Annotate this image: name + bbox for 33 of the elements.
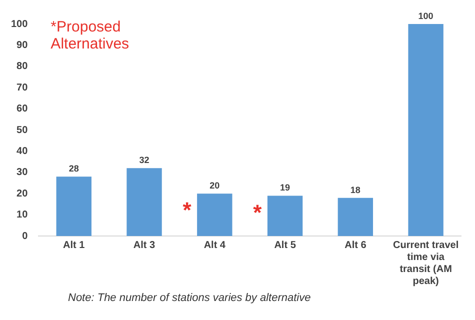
data-label: 18 xyxy=(350,184,360,195)
annotation: * xyxy=(182,198,192,223)
bar xyxy=(56,176,92,236)
data-label: 28 xyxy=(68,164,79,174)
bar xyxy=(126,168,162,236)
y-tick-label: 10 xyxy=(16,210,28,221)
data-label: 32 xyxy=(139,155,150,166)
data-label: 19 xyxy=(280,182,290,193)
x-tick-label: Alt 5 xyxy=(274,240,296,251)
y-tick-label: 70 xyxy=(16,82,28,94)
bar xyxy=(338,198,374,236)
y-tick-label: 0 xyxy=(22,230,28,242)
bar xyxy=(197,194,232,236)
text: Note: The number of stations varies by alternative xyxy=(67,292,312,304)
data-label: 20 xyxy=(210,180,220,191)
y-tick-label: 50 xyxy=(16,124,28,136)
bar xyxy=(267,196,303,236)
x-tick-label: Alt 4 xyxy=(204,240,226,251)
x-tick-label: Alt 3 xyxy=(133,240,156,251)
bar xyxy=(408,24,444,236)
y-tick-label: 100 xyxy=(10,18,28,30)
y-tick-label: 80 xyxy=(16,61,28,72)
y-tick-label: 40 xyxy=(16,146,28,157)
y-tick-label: 90 xyxy=(16,40,28,51)
data-label: 100 xyxy=(418,10,434,21)
chart-title: *Proposed Alternatives xyxy=(50,18,130,53)
x-tick-label: Alt 1 xyxy=(63,240,86,251)
x-tick-label: Current travel time via transit (AM peak) xyxy=(393,240,459,287)
y-tick-label: 20 xyxy=(16,188,28,200)
y-tick-label: 30 xyxy=(16,167,28,178)
x-tick-label: Alt 6 xyxy=(344,240,367,251)
annotation: * xyxy=(253,200,262,225)
y-tick-label: 60 xyxy=(16,104,28,115)
